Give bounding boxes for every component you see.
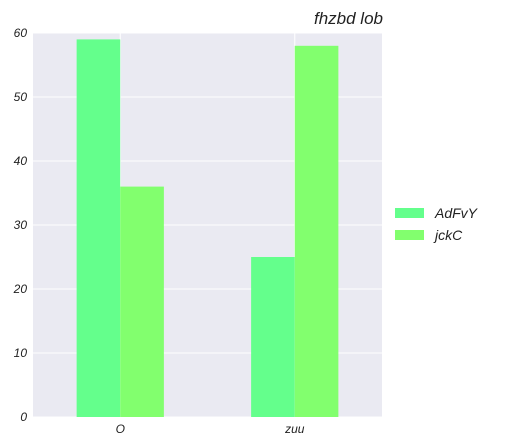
y-tick-label: 0 <box>20 410 27 424</box>
y-tick-label: 40 <box>14 154 28 168</box>
chart-title: fhzbd lob <box>314 9 383 28</box>
bar-AdFvY-zuu <box>251 257 295 417</box>
bar-AdFvY-O <box>77 39 121 417</box>
legend-label-jckC: jckC <box>433 227 463 243</box>
legend-swatch-jckC <box>395 230 424 240</box>
y-tick-label: 50 <box>14 90 28 104</box>
y-tick-label: 10 <box>14 346 28 360</box>
y-tick-label: 30 <box>14 218 28 232</box>
legend: AdFvY jckC <box>395 205 479 243</box>
x-tick-label: O <box>116 422 125 436</box>
y-tick-label: 20 <box>13 282 28 296</box>
bar-jckC-zuu <box>295 46 339 417</box>
y-tick-label: 60 <box>14 26 28 40</box>
legend-swatch-AdFvY <box>395 208 424 218</box>
legend-label-AdFvY: AdFvY <box>434 205 479 221</box>
bar-jckC-O <box>120 187 164 417</box>
y-axis-ticks: 0 10 20 30 40 50 60 <box>13 26 28 424</box>
x-tick-label: zuu <box>284 422 305 436</box>
